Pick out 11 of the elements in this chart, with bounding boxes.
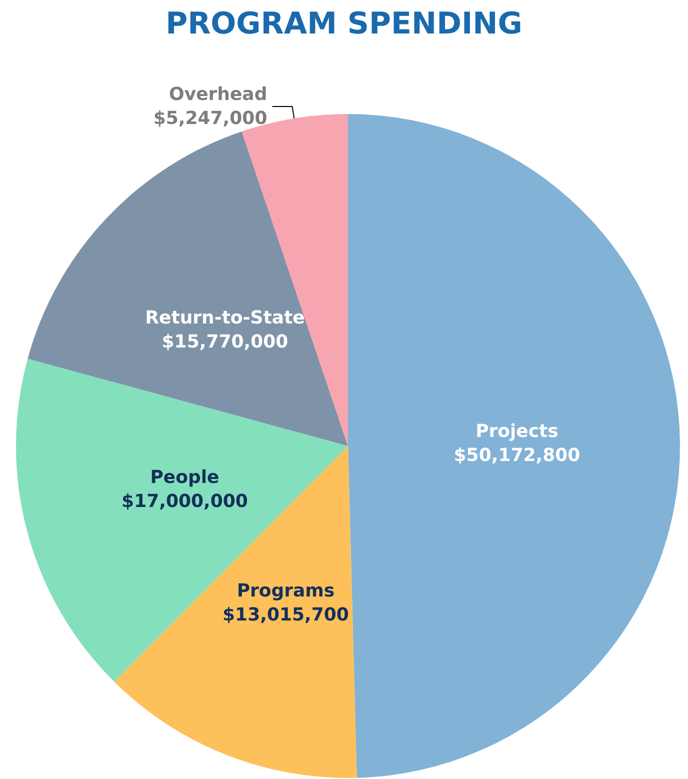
- slice-label: Overhead: [169, 84, 268, 106]
- data-label: $5,247,000: [153, 108, 268, 130]
- data-label: $15,770,000: [162, 332, 288, 353]
- slice-label: Projects: [476, 421, 558, 442]
- data-label: $50,172,800: [454, 445, 580, 466]
- data-label: $17,000,000: [122, 491, 248, 512]
- chart-title: PROGRAM SPENDING: [166, 6, 522, 42]
- slice-label: Programs: [236, 580, 335, 602]
- slice-label: People: [150, 467, 220, 488]
- slice-label: Return-to-State: [145, 308, 305, 329]
- data-label: $13,015,700: [222, 604, 349, 626]
